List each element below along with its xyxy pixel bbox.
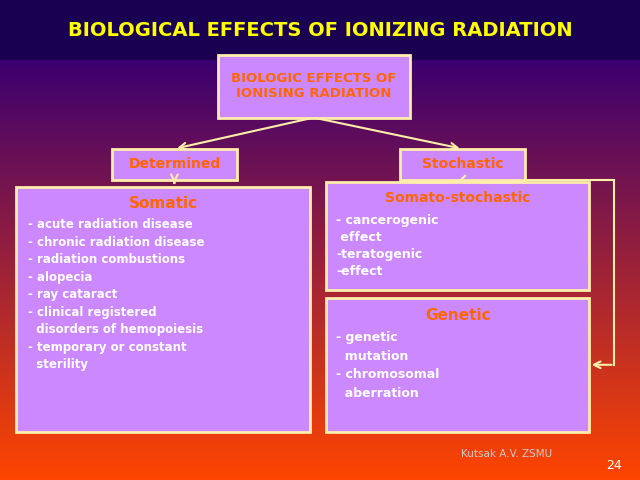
FancyBboxPatch shape (16, 187, 310, 432)
FancyBboxPatch shape (218, 55, 410, 118)
FancyBboxPatch shape (112, 149, 237, 180)
Text: Somato-stochastic: Somato-stochastic (385, 191, 531, 205)
Text: 24: 24 (607, 459, 622, 472)
Text: - genetic
  mutation
- chromosomal
  aberration: - genetic mutation - chromosomal aberrat… (336, 331, 440, 400)
Text: BIOLOGICAL EFFECTS OF IONIZING RADIATION: BIOLOGICAL EFFECTS OF IONIZING RADIATION (68, 21, 572, 40)
Text: - acute radiation disease
- chronic radiation disease
- radiation combustions
- : - acute radiation disease - chronic radi… (28, 218, 204, 372)
FancyBboxPatch shape (326, 182, 589, 290)
FancyBboxPatch shape (400, 149, 525, 180)
Text: Stochastic: Stochastic (422, 157, 503, 171)
Text: - cancerogenic
 effect
-teratogenic
-effect: - cancerogenic effect -teratogenic -effe… (336, 214, 438, 277)
FancyBboxPatch shape (326, 298, 589, 432)
Text: Somatic: Somatic (129, 196, 198, 212)
Text: BIOLOGIC EFFECTS OF
IONISING RADIATION: BIOLOGIC EFFECTS OF IONISING RADIATION (231, 72, 396, 100)
Text: Genetic: Genetic (425, 308, 490, 323)
Text: Determined: Determined (128, 157, 221, 171)
Text: Kutsak A.V. ZSMU: Kutsak A.V. ZSMU (461, 449, 552, 458)
FancyBboxPatch shape (0, 0, 640, 60)
